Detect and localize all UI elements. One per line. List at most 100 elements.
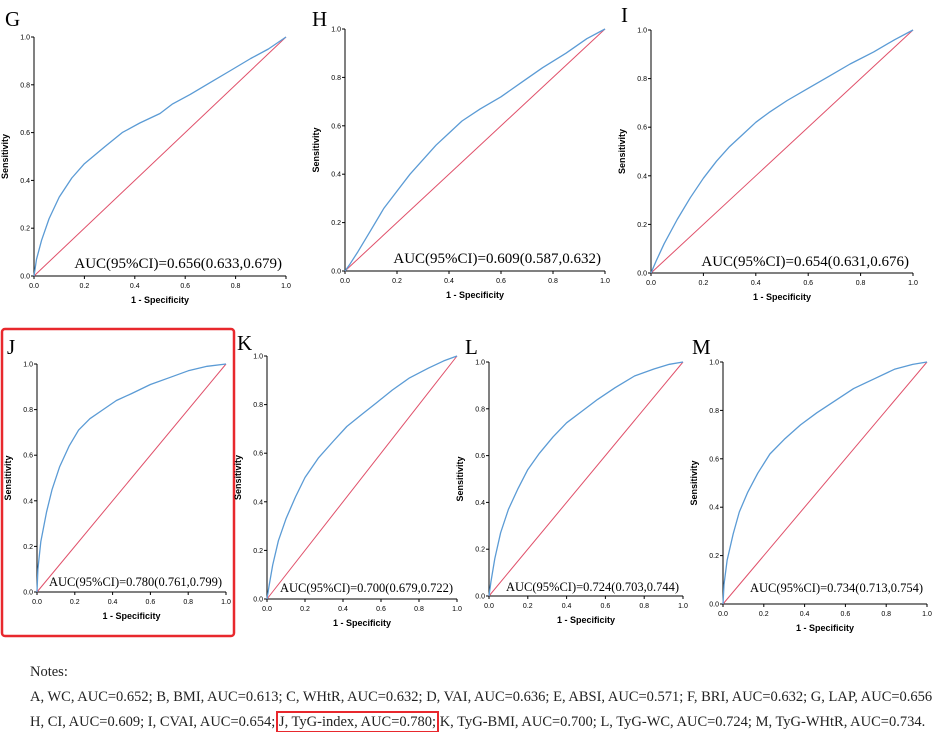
x-tick-label: 0.2 <box>80 283 90 290</box>
y-tick-label: 0.6 <box>20 130 30 137</box>
roc-curve <box>488 361 684 597</box>
x-tick-label: 0.2 <box>523 603 533 610</box>
x-axis-label: 1 - Specificity <box>333 618 391 628</box>
roc-curve <box>33 36 287 277</box>
reference-line <box>344 28 606 272</box>
x-tick-label: 0.4 <box>751 280 761 287</box>
y-tick-label: 0.6 <box>253 451 263 458</box>
x-tick-label: 0.0 <box>262 606 272 613</box>
auc-annotation: AUC(95%CI)=0.734(0.713,0.754) <box>750 581 923 595</box>
x-tick-label: 1.0 <box>922 611 932 618</box>
y-tick-label: 0.4 <box>475 500 485 507</box>
y-tick-label: 0.2 <box>253 548 263 555</box>
y-tick-label: 0.0 <box>331 269 341 276</box>
y-tick-label: 0.4 <box>23 498 33 505</box>
x-tick-label: 0.8 <box>231 283 241 290</box>
auc-annotation: AUC(95%CI)=0.780(0.761,0.799) <box>49 575 222 589</box>
y-axis-label: Sensitivity <box>689 460 699 505</box>
x-tick-label: 0.4 <box>562 603 572 610</box>
x-tick-label: 1.0 <box>221 599 231 606</box>
y-tick-label: 1.0 <box>331 27 341 34</box>
auc-annotation: AUC(95%CI)=0.656(0.633,0.679) <box>74 256 282 272</box>
roc-panel-g: G 0.0 0.2 0.4 0.6 0.8 1.0 0.0 0.2 0.4 0.6 0.8 1.0 1 -… <box>0 7 291 305</box>
y-tick-label: 0.8 <box>23 407 33 414</box>
x-tick-label: 0.8 <box>548 278 558 285</box>
x-axis-label: 1 - Specificity <box>102 611 160 621</box>
roc-panel-l: L 0.0 0.2 0.4 0.6 0.8 1.0 0.0 0.2 0.4 0.6 0.8 1.0 1 -… <box>455 335 688 625</box>
panel-letter: I <box>621 3 628 27</box>
reference-line <box>36 363 227 593</box>
x-tick-label: 0.6 <box>180 283 190 290</box>
roc-curve <box>266 355 458 600</box>
y-tick-label: 0.8 <box>331 75 341 82</box>
x-tick-label: 0.4 <box>800 611 810 618</box>
x-tick-label: 0.0 <box>484 603 494 610</box>
y-axis-label: Sensitivity <box>233 455 243 500</box>
y-tick-label: 0.6 <box>23 453 33 460</box>
y-tick-label: 0.4 <box>253 499 263 506</box>
x-tick-label: 1.0 <box>281 283 291 290</box>
y-tick-label: 0.6 <box>637 125 647 132</box>
x-tick-label: 0.2 <box>699 280 709 287</box>
y-tick-label: 0.2 <box>23 544 33 551</box>
y-tick-label: 0.8 <box>709 408 719 415</box>
roc-curve <box>722 361 928 605</box>
y-axis-label: Sensitivity <box>617 129 627 174</box>
auc-annotation: AUC(95%CI)=0.700(0.679,0.722) <box>280 581 453 595</box>
reference-line <box>266 355 458 600</box>
y-axis-label: Sensitivity <box>455 456 465 501</box>
y-tick-label: 1.0 <box>23 362 33 369</box>
reference-line <box>650 29 914 274</box>
highlight-box <box>0 327 236 638</box>
auc-annotation: AUC(95%CI)=0.609(0.587,0.632) <box>393 251 601 267</box>
panel-letter: G <box>5 7 20 31</box>
x-tick-label: 0.4 <box>108 599 118 606</box>
y-tick-label: 0.6 <box>475 453 485 460</box>
y-tick-label: 0.2 <box>475 547 485 554</box>
y-tick-label: 1.0 <box>709 360 719 367</box>
roc-curve <box>344 28 606 272</box>
y-tick-label: 0.2 <box>637 222 647 229</box>
y-tick-label: 0.2 <box>331 220 341 227</box>
x-tick-label: 0.8 <box>183 599 193 606</box>
y-axis-label: Sensitivity <box>311 127 321 172</box>
y-tick-label: 0.4 <box>20 178 30 185</box>
y-tick-label: 0.4 <box>331 172 341 179</box>
x-axis-label: 1 - Specificity <box>557 615 615 625</box>
x-tick-label: 0.2 <box>70 599 80 606</box>
y-tick-label: 0.0 <box>23 590 33 597</box>
y-axis-label: Sensitivity <box>3 455 13 500</box>
notes-line-2: H, CI, AUC=0.609; I, CVAI, AUC=0.654; J,… <box>30 711 925 732</box>
y-tick-label: 0.6 <box>709 456 719 463</box>
panel-letter: L <box>465 335 478 359</box>
notes-line-1: A, WC, AUC=0.652; B, BMI, AUC=0.613; C, … <box>30 689 932 705</box>
x-axis-label: 1 - Specificity <box>796 623 854 633</box>
notes-heading: Notes: <box>30 664 68 680</box>
reference-line <box>488 361 684 597</box>
x-tick-label: 0.6 <box>803 280 813 287</box>
roc-panel-h: H 0.0 0.2 0.4 0.6 0.8 1.0 0.0 0.2 0.4 0.6 0.8 1.0 1 -… <box>311 7 610 300</box>
y-tick-label: 0.4 <box>637 173 647 180</box>
x-tick-label: 1.0 <box>452 606 462 613</box>
y-tick-label: 0.8 <box>637 76 647 83</box>
x-tick-label: 0.8 <box>414 606 424 613</box>
x-tick-label: 0.2 <box>300 606 310 613</box>
x-tick-label: 0.8 <box>856 280 866 287</box>
y-tick-label: 0.0 <box>637 271 647 278</box>
x-tick-label: 1.0 <box>908 280 918 287</box>
y-tick-label: 0.2 <box>20 226 30 233</box>
x-tick-label: 0.4 <box>130 283 140 290</box>
auc-annotation: AUC(95%CI)=0.724(0.703,0.744) <box>506 580 679 594</box>
x-tick-label: 0.2 <box>392 278 402 285</box>
roc-figure: G 0.0 0.2 0.4 0.6 0.8 1.0 0.0 0.2 0.4 0.6 0.8 1.0 1 -… <box>0 3 932 638</box>
panel-letter: M <box>692 335 711 359</box>
y-tick-label: 1.0 <box>637 28 647 35</box>
roc-panel-m: M 0.0 0.2 0.4 0.6 0.8 1.0 0.0 0.2 0.4 0.6 0.8 1.0 1 -… <box>689 335 932 633</box>
auc-annotation: AUC(95%CI)=0.654(0.631,0.676) <box>701 254 909 270</box>
x-tick-label: 0.4 <box>444 278 454 285</box>
notes-tyg-index-highlight: J, TyG-index, AUC=0.780; <box>275 711 440 732</box>
y-tick-label: 0.2 <box>709 553 719 560</box>
roc-curve <box>36 363 227 593</box>
x-tick-label: 0.4 <box>338 606 348 613</box>
x-tick-label: 0.8 <box>881 611 891 618</box>
